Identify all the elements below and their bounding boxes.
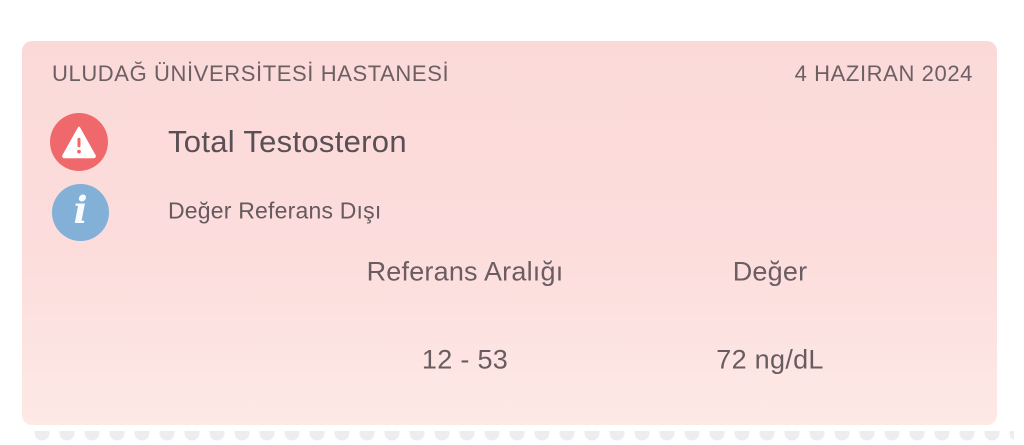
reference-range-value: 12 - 53 [421, 344, 509, 375]
warning-triangle-icon [50, 113, 108, 171]
scalloped-divider [30, 431, 1014, 443]
info-icon: i [52, 184, 109, 241]
lab-result-card[interactable]: ULUDAĞ ÜNİVERSİTESİ HASTANESİ 4 HAZIRAN … [22, 41, 997, 425]
info-glyph: i [73, 188, 88, 232]
table-header-value: Değer [732, 256, 808, 287]
report-date: 4 HAZIRAN 2024 [794, 61, 973, 86]
test-name: Total Testosteron [168, 124, 407, 159]
card-header: ULUDAĞ ÜNİVERSİTESİ HASTANESİ 4 HAZIRAN … [52, 61, 973, 87]
table-header-reference-range: Referans Aralığı [366, 256, 564, 287]
hospital-name: ULUDAĞ ÜNİVERSİTESİ HASTANESİ [52, 61, 450, 86]
status-note: Değer Referans Dışı [168, 197, 382, 224]
result-value: 72 ng/dL [716, 344, 824, 375]
